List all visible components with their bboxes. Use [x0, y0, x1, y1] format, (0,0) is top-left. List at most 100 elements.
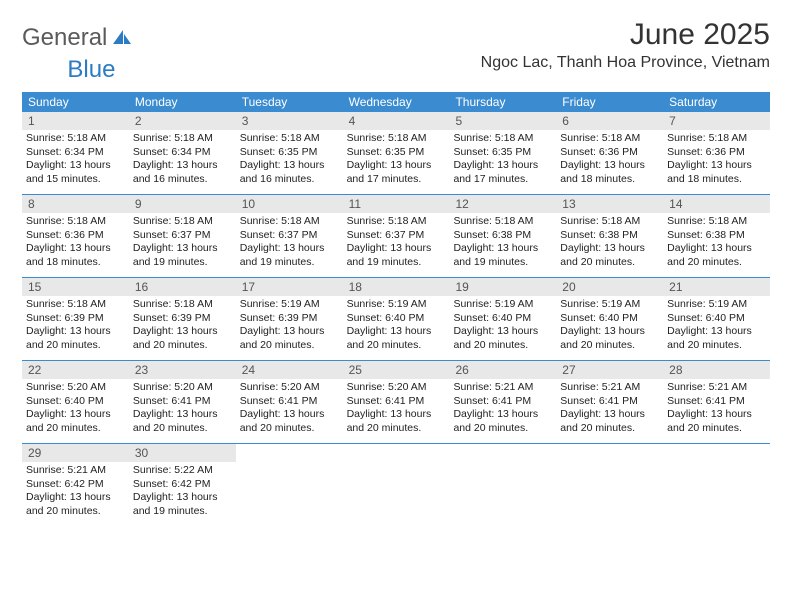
day-details: Sunrise: 5:18 AMSunset: 6:38 PMDaylight:…: [449, 213, 556, 270]
sunset-text: Sunset: 6:40 PM: [453, 312, 552, 326]
daylight-text: Daylight: 13 hours and 19 minutes.: [347, 242, 446, 269]
sunset-text: Sunset: 6:41 PM: [347, 395, 446, 409]
daylight-text: Daylight: 13 hours and 15 minutes.: [26, 159, 125, 186]
calendar-day: 8Sunrise: 5:18 AMSunset: 6:36 PMDaylight…: [22, 195, 129, 277]
day-details: Sunrise: 5:19 AMSunset: 6:40 PMDaylight:…: [449, 296, 556, 353]
day-number: 10: [236, 195, 343, 213]
day-number: 1: [22, 112, 129, 130]
day-number: 13: [556, 195, 663, 213]
daylight-text: Daylight: 13 hours and 18 minutes.: [667, 159, 766, 186]
sunset-text: Sunset: 6:36 PM: [26, 229, 125, 243]
daylight-text: Daylight: 13 hours and 20 minutes.: [667, 325, 766, 352]
daylight-text: Daylight: 13 hours and 20 minutes.: [26, 408, 125, 435]
day-number: 11: [343, 195, 450, 213]
sunrise-text: Sunrise: 5:19 AM: [560, 298, 659, 312]
calendar-day: 4Sunrise: 5:18 AMSunset: 6:35 PMDaylight…: [343, 112, 450, 194]
calendar-day: 9Sunrise: 5:18 AMSunset: 6:37 PMDaylight…: [129, 195, 236, 277]
sunset-text: Sunset: 6:36 PM: [667, 146, 766, 160]
day-details: Sunrise: 5:18 AMSunset: 6:35 PMDaylight:…: [236, 130, 343, 187]
sunrise-text: Sunrise: 5:18 AM: [26, 298, 125, 312]
calendar-day: 22Sunrise: 5:20 AMSunset: 6:40 PMDayligh…: [22, 361, 129, 443]
sunrise-text: Sunrise: 5:20 AM: [26, 381, 125, 395]
daylight-text: Daylight: 13 hours and 16 minutes.: [133, 159, 232, 186]
sunrise-text: Sunrise: 5:22 AM: [133, 464, 232, 478]
daylight-text: Daylight: 13 hours and 20 minutes.: [347, 325, 446, 352]
brand-logo: General: [22, 24, 133, 52]
daylight-text: Daylight: 13 hours and 17 minutes.: [453, 159, 552, 186]
sunrise-text: Sunrise: 5:18 AM: [133, 298, 232, 312]
calendar-day: 19Sunrise: 5:19 AMSunset: 6:40 PMDayligh…: [449, 278, 556, 360]
calendar-day: 20Sunrise: 5:19 AMSunset: 6:40 PMDayligh…: [556, 278, 663, 360]
weekday-header: Friday: [556, 92, 663, 112]
day-number: 16: [129, 278, 236, 296]
day-details: Sunrise: 5:18 AMSunset: 6:37 PMDaylight:…: [343, 213, 450, 270]
sunset-text: Sunset: 6:41 PM: [133, 395, 232, 409]
sunrise-text: Sunrise: 5:20 AM: [133, 381, 232, 395]
sunrise-text: Sunrise: 5:21 AM: [453, 381, 552, 395]
sunset-text: Sunset: 6:40 PM: [347, 312, 446, 326]
day-number: 20: [556, 278, 663, 296]
day-details: Sunrise: 5:18 AMSunset: 6:34 PMDaylight:…: [129, 130, 236, 187]
day-details: Sunrise: 5:18 AMSunset: 6:38 PMDaylight:…: [663, 213, 770, 270]
daylight-text: Daylight: 13 hours and 17 minutes.: [347, 159, 446, 186]
day-details: Sunrise: 5:18 AMSunset: 6:36 PMDaylight:…: [556, 130, 663, 187]
day-number: 26: [449, 361, 556, 379]
calendar-day: 12Sunrise: 5:18 AMSunset: 6:38 PMDayligh…: [449, 195, 556, 277]
calendar-day: 23Sunrise: 5:20 AMSunset: 6:41 PMDayligh…: [129, 361, 236, 443]
day-number: 8: [22, 195, 129, 213]
sunset-text: Sunset: 6:41 PM: [667, 395, 766, 409]
brand-part2: Blue: [67, 56, 115, 84]
calendar-day: 13Sunrise: 5:18 AMSunset: 6:38 PMDayligh…: [556, 195, 663, 277]
calendar-day: 16Sunrise: 5:18 AMSunset: 6:39 PMDayligh…: [129, 278, 236, 360]
sunset-text: Sunset: 6:38 PM: [560, 229, 659, 243]
daylight-text: Daylight: 13 hours and 20 minutes.: [453, 408, 552, 435]
calendar-day: 24Sunrise: 5:20 AMSunset: 6:41 PMDayligh…: [236, 361, 343, 443]
day-details: Sunrise: 5:18 AMSunset: 6:34 PMDaylight:…: [22, 130, 129, 187]
day-number: 17: [236, 278, 343, 296]
day-details: Sunrise: 5:18 AMSunset: 6:39 PMDaylight:…: [129, 296, 236, 353]
month-title: June 2025: [481, 18, 770, 52]
day-details: Sunrise: 5:20 AMSunset: 6:40 PMDaylight:…: [22, 379, 129, 436]
sunset-text: Sunset: 6:41 PM: [560, 395, 659, 409]
weekday-header-row: Sunday Monday Tuesday Wednesday Thursday…: [22, 92, 770, 112]
sunrise-text: Sunrise: 5:18 AM: [453, 132, 552, 146]
day-number: 6: [556, 112, 663, 130]
day-number: 23: [129, 361, 236, 379]
sunrise-text: Sunrise: 5:19 AM: [347, 298, 446, 312]
day-details: Sunrise: 5:19 AMSunset: 6:40 PMDaylight:…: [663, 296, 770, 353]
calendar-day: 5 Sunrise: 5:18 AMSunset: 6:35 PMDaylight…: [449, 112, 556, 194]
sunset-text: Sunset: 6:40 PM: [26, 395, 125, 409]
sunrise-text: Sunrise: 5:19 AM: [667, 298, 766, 312]
daylight-text: Daylight: 13 hours and 20 minutes.: [240, 408, 339, 435]
calendar-day: [236, 444, 343, 526]
daylight-text: Daylight: 13 hours and 18 minutes.: [26, 242, 125, 269]
calendar-day: 11Sunrise: 5:18 AMSunset: 6:37 PMDayligh…: [343, 195, 450, 277]
day-number: 5: [449, 112, 556, 130]
daylight-text: Daylight: 13 hours and 20 minutes.: [347, 408, 446, 435]
calendar-day: 15Sunrise: 5:18 AMSunset: 6:39 PMDayligh…: [22, 278, 129, 360]
day-details: Sunrise: 5:18 AMSunset: 6:36 PMDaylight:…: [663, 130, 770, 187]
sunset-text: Sunset: 6:39 PM: [26, 312, 125, 326]
day-number: 29: [22, 444, 129, 462]
day-number: 30: [129, 444, 236, 462]
sunset-text: Sunset: 6:37 PM: [347, 229, 446, 243]
sunrise-text: Sunrise: 5:21 AM: [26, 464, 125, 478]
daylight-text: Daylight: 13 hours and 19 minutes.: [240, 242, 339, 269]
calendar-week: 22Sunrise: 5:20 AMSunset: 6:40 PMDayligh…: [22, 360, 770, 443]
calendar-week: 8Sunrise: 5:18 AMSunset: 6:36 PMDaylight…: [22, 194, 770, 277]
sunset-text: Sunset: 6:35 PM: [453, 146, 552, 160]
sunset-text: Sunset: 6:41 PM: [240, 395, 339, 409]
day-details: Sunrise: 5:19 AMSunset: 6:40 PMDaylight:…: [343, 296, 450, 353]
daylight-text: Daylight: 13 hours and 20 minutes.: [667, 408, 766, 435]
location-text: Ngoc Lac, Thanh Hoa Province, Vietnam: [481, 54, 770, 72]
day-number: 2: [129, 112, 236, 130]
sunrise-text: Sunrise: 5:18 AM: [453, 215, 552, 229]
calendar-day: 7Sunrise: 5:18 AMSunset: 6:36 PMDaylight…: [663, 112, 770, 194]
day-number: 3: [236, 112, 343, 130]
calendar-day: 18Sunrise: 5:19 AMSunset: 6:40 PMDayligh…: [343, 278, 450, 360]
day-number: 9: [129, 195, 236, 213]
day-details: Sunrise: 5:20 AMSunset: 6:41 PMDaylight:…: [236, 379, 343, 436]
day-details: Sunrise: 5:19 AMSunset: 6:40 PMDaylight:…: [556, 296, 663, 353]
calendar-day: [663, 444, 770, 526]
calendar-day: 26Sunrise: 5:21 AMSunset: 6:41 PMDayligh…: [449, 361, 556, 443]
